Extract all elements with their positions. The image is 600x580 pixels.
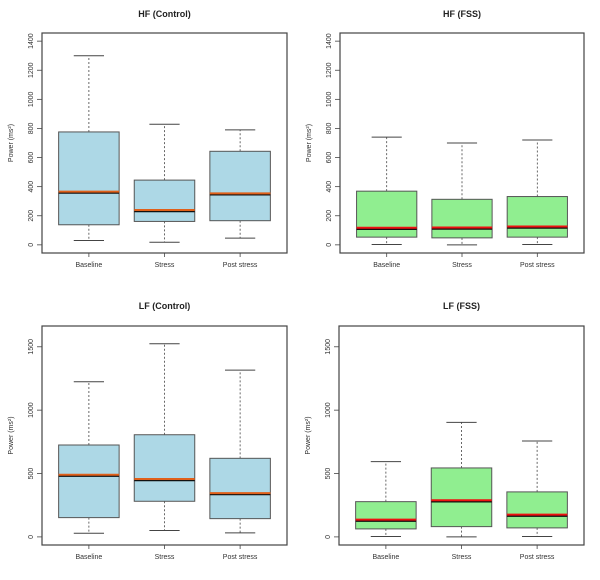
x-tick-label: Stress — [452, 262, 472, 269]
iqr-box — [209, 457, 271, 520]
iqr-box — [356, 190, 418, 238]
iqr-box — [431, 198, 493, 239]
panel-title: LF (FSS) — [443, 301, 480, 311]
y-tick-label: 600 — [326, 152, 333, 164]
x-tick-label: Baseline — [75, 262, 102, 269]
box-baseline — [58, 55, 120, 241]
panel-0: HF (Control) Power (ms²) 0 200 400 600 800 1000… — [8, 9, 288, 269]
box-baseline — [355, 461, 417, 538]
panel-2: LF (Control) Power (ms²) 0 500 1000 1500 Basel… — [8, 301, 288, 561]
box-post-stress — [506, 139, 568, 246]
y-tick-label: 1400 — [28, 33, 35, 49]
x-tick-label: Stress — [155, 554, 175, 561]
y-tick-label: 1200 — [28, 62, 35, 78]
plot-frame — [41, 32, 288, 254]
y-tick-label: 1500 — [28, 339, 35, 355]
y-tick-label: 200 — [28, 210, 35, 222]
box-stress — [133, 123, 196, 243]
iqr-box — [355, 501, 417, 530]
y-tick-label: 800 — [28, 123, 35, 135]
y-axis-label: Power (ms²) — [8, 416, 15, 454]
box-stress — [431, 142, 493, 246]
y-tick-label: 0 — [28, 535, 35, 539]
panel-1: HF (FSS) Power (ms²) 0 200 400 600 800 1000 1200… — [306, 9, 585, 269]
x-tick-label: Post stress — [520, 262, 555, 269]
x-tick-label: Baseline — [75, 554, 102, 561]
y-tick-label: 500 — [325, 468, 332, 480]
y-tick-label: 1500 — [325, 339, 332, 355]
plot-frame — [338, 325, 585, 546]
y-tick-label: 1000 — [326, 91, 333, 107]
y-tick-label: 1000 — [28, 91, 35, 107]
y-axis-label: Power (ms²) — [8, 124, 15, 162]
y-tick-label: 200 — [326, 210, 333, 222]
iqr-box — [58, 131, 120, 226]
y-tick-label: 1200 — [326, 62, 333, 78]
box-post-stress — [209, 129, 271, 239]
y-tick-label: 600 — [28, 152, 35, 164]
y-tick-label: 400 — [28, 181, 35, 193]
box-baseline — [356, 136, 418, 246]
iqr-box — [58, 444, 120, 519]
y-tick-label: 1000 — [325, 402, 332, 418]
y-tick-label: 0 — [325, 535, 332, 539]
box-post-stress — [506, 440, 568, 538]
x-tick-label: Baseline — [372, 554, 399, 561]
box-baseline — [58, 381, 120, 534]
y-tick-label: 1000 — [28, 402, 35, 418]
iqr-box — [133, 179, 196, 222]
box-stress — [133, 343, 196, 532]
y-tick-label: 500 — [28, 468, 35, 480]
y-tick-label: 0 — [28, 243, 35, 247]
x-tick-label: Baseline — [373, 262, 400, 269]
x-tick-label: Post stress — [223, 554, 258, 561]
iqr-box — [209, 150, 271, 222]
panel-title: LF (Control) — [139, 301, 190, 311]
y-axis-label: Power (ms²) — [305, 416, 312, 454]
iqr-box — [506, 491, 568, 529]
panel-3: LF (FSS) Power (ms²) 0 500 1000 1500 Baseline S… — [305, 301, 585, 561]
x-tick-label: Stress — [452, 554, 472, 561]
y-axis-label: Power (ms²) — [306, 124, 313, 162]
y-tick-label: 400 — [326, 181, 333, 193]
y-tick-label: 1400 — [326, 33, 333, 49]
plot-frame — [339, 32, 585, 254]
panel-title: HF (FSS) — [443, 9, 481, 19]
y-tick-label: 0 — [326, 243, 333, 247]
x-tick-label: Stress — [155, 262, 175, 269]
x-tick-label: Post stress — [223, 262, 258, 269]
iqr-box — [430, 467, 493, 528]
x-tick-label: Post stress — [520, 554, 555, 561]
plot-frame — [41, 325, 288, 546]
iqr-box — [133, 434, 196, 502]
y-tick-label: 800 — [326, 123, 333, 135]
iqr-box — [506, 196, 568, 238]
panel-title: HF (Control) — [138, 9, 190, 19]
box-post-stress — [209, 369, 271, 534]
box-stress — [430, 421, 493, 538]
